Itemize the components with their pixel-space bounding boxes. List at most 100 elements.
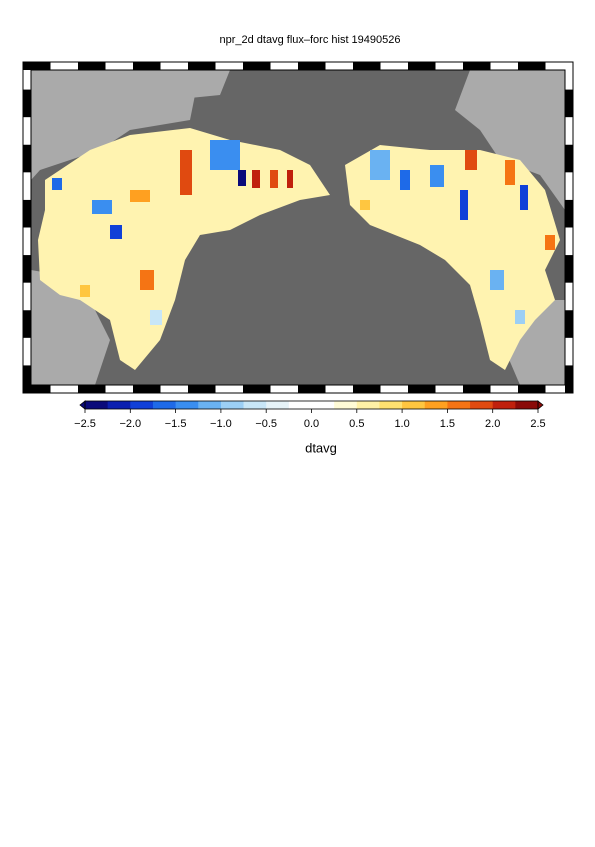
colorbar-segment bbox=[515, 401, 539, 409]
frame-segment bbox=[78, 62, 106, 70]
field-region bbox=[38, 128, 330, 370]
colorbar: −2.5 −2.0 −1.5 −1.0 −0.5 0.0 0.5 1.0 1.5 2.0 2.5 bbox=[74, 400, 546, 430]
colorbar-tick-label: −1.0 bbox=[210, 418, 232, 430]
colorbar-segment bbox=[107, 401, 131, 409]
field-patch bbox=[460, 190, 468, 220]
frame-segment bbox=[243, 385, 271, 393]
colorbar-segment bbox=[152, 401, 177, 409]
frame-segment bbox=[408, 385, 436, 393]
frame-segment bbox=[518, 62, 546, 70]
frame-segment bbox=[133, 385, 161, 393]
colorbar-tick-label: −2.5 bbox=[74, 418, 96, 430]
field-patch bbox=[490, 270, 504, 290]
map-frame bbox=[22, 61, 574, 394]
colorbar-segment bbox=[379, 401, 403, 409]
frame-segment bbox=[298, 62, 326, 70]
colorbar-tick-label: −1.5 bbox=[165, 418, 187, 430]
field-patch bbox=[130, 190, 150, 202]
frame-segment bbox=[23, 255, 31, 283]
field-patch bbox=[505, 160, 515, 185]
frame-segment bbox=[133, 62, 161, 70]
colorbar-tick-label: 2.0 bbox=[485, 418, 500, 430]
field-patch bbox=[515, 310, 525, 324]
colorbar-segment bbox=[220, 401, 245, 409]
land bbox=[150, 70, 230, 100]
field-patch bbox=[287, 170, 293, 188]
field-patch bbox=[180, 150, 192, 195]
field-patch bbox=[110, 225, 122, 239]
colorbar-segment bbox=[130, 401, 154, 409]
frame-inner bbox=[30, 69, 566, 386]
colorbar-segment bbox=[447, 401, 471, 409]
field-patch bbox=[52, 178, 62, 190]
frame-segment bbox=[188, 385, 216, 393]
colorbar-segment bbox=[424, 401, 448, 409]
colorbar-tick-label: 0.5 bbox=[349, 418, 364, 430]
colorbar-segment bbox=[198, 401, 222, 409]
field-patch bbox=[545, 235, 555, 250]
field-patch bbox=[92, 200, 112, 214]
frame-segment bbox=[565, 199, 573, 228]
title: npr_2d dtavg flux–forc hist 19490526 bbox=[219, 34, 400, 46]
field-patch bbox=[270, 170, 278, 188]
colorbar-segment bbox=[85, 401, 109, 409]
colorbar-tick-label: −2.0 bbox=[119, 418, 141, 430]
field-patch bbox=[140, 270, 154, 290]
colorbar-tick-label: 0.0 bbox=[304, 418, 319, 430]
field-patch bbox=[150, 310, 162, 325]
frame-segment bbox=[23, 385, 51, 393]
frame-segment bbox=[408, 62, 436, 70]
frame-segment bbox=[23, 62, 51, 70]
colorbar-segment bbox=[402, 401, 426, 409]
field-patch bbox=[465, 150, 477, 170]
frame-segment bbox=[518, 385, 546, 393]
field-patch bbox=[80, 285, 90, 297]
frame-segment bbox=[188, 62, 216, 70]
colorbar-segment bbox=[243, 401, 267, 409]
colorbar-segment bbox=[470, 401, 494, 409]
field-patch bbox=[210, 140, 240, 170]
field-patch bbox=[238, 170, 246, 186]
colorbar-label: dtavg bbox=[305, 440, 337, 455]
frame-segment bbox=[565, 144, 573, 173]
frame-segment bbox=[565, 89, 573, 118]
field-patch bbox=[360, 200, 370, 210]
frame-segment bbox=[23, 365, 31, 393]
frame-segment bbox=[23, 310, 31, 338]
land bbox=[31, 70, 200, 180]
frame-segment bbox=[565, 310, 573, 338]
frame-segment bbox=[463, 62, 491, 70]
colorbar-tick-label: 2.5 bbox=[530, 418, 545, 430]
land bbox=[455, 70, 565, 210]
land bbox=[31, 270, 110, 385]
field-patch bbox=[430, 165, 444, 187]
frame-segment bbox=[23, 89, 31, 118]
frame-segment bbox=[23, 199, 31, 228]
colorbar-segment bbox=[334, 401, 358, 409]
colorbar-segment bbox=[266, 401, 290, 409]
field-region bbox=[345, 145, 560, 370]
frame-segment bbox=[565, 255, 573, 283]
field-patch bbox=[520, 185, 528, 210]
colorbar-segment bbox=[311, 401, 335, 409]
frame-segment bbox=[78, 385, 106, 393]
frame-segment bbox=[463, 385, 491, 393]
frame-segment bbox=[23, 144, 31, 173]
colorbar-segment bbox=[492, 401, 516, 409]
colorbar-segment bbox=[288, 401, 312, 409]
frame-segment bbox=[353, 62, 381, 70]
frame-segment bbox=[298, 385, 326, 393]
field-patch bbox=[400, 170, 410, 190]
field-patch bbox=[370, 150, 390, 180]
frame-segment bbox=[243, 62, 271, 70]
colorbar-tick-label: 1.5 bbox=[440, 418, 455, 430]
colorbar-segment bbox=[175, 401, 199, 409]
colorbar-segment bbox=[356, 401, 380, 409]
field-patches bbox=[52, 140, 555, 325]
colorbar-tick-label: 1.0 bbox=[394, 418, 409, 430]
colorbar-tick-label: −0.5 bbox=[255, 418, 277, 430]
map bbox=[31, 70, 565, 385]
field-patch bbox=[252, 170, 260, 188]
frame-segment bbox=[353, 385, 381, 393]
